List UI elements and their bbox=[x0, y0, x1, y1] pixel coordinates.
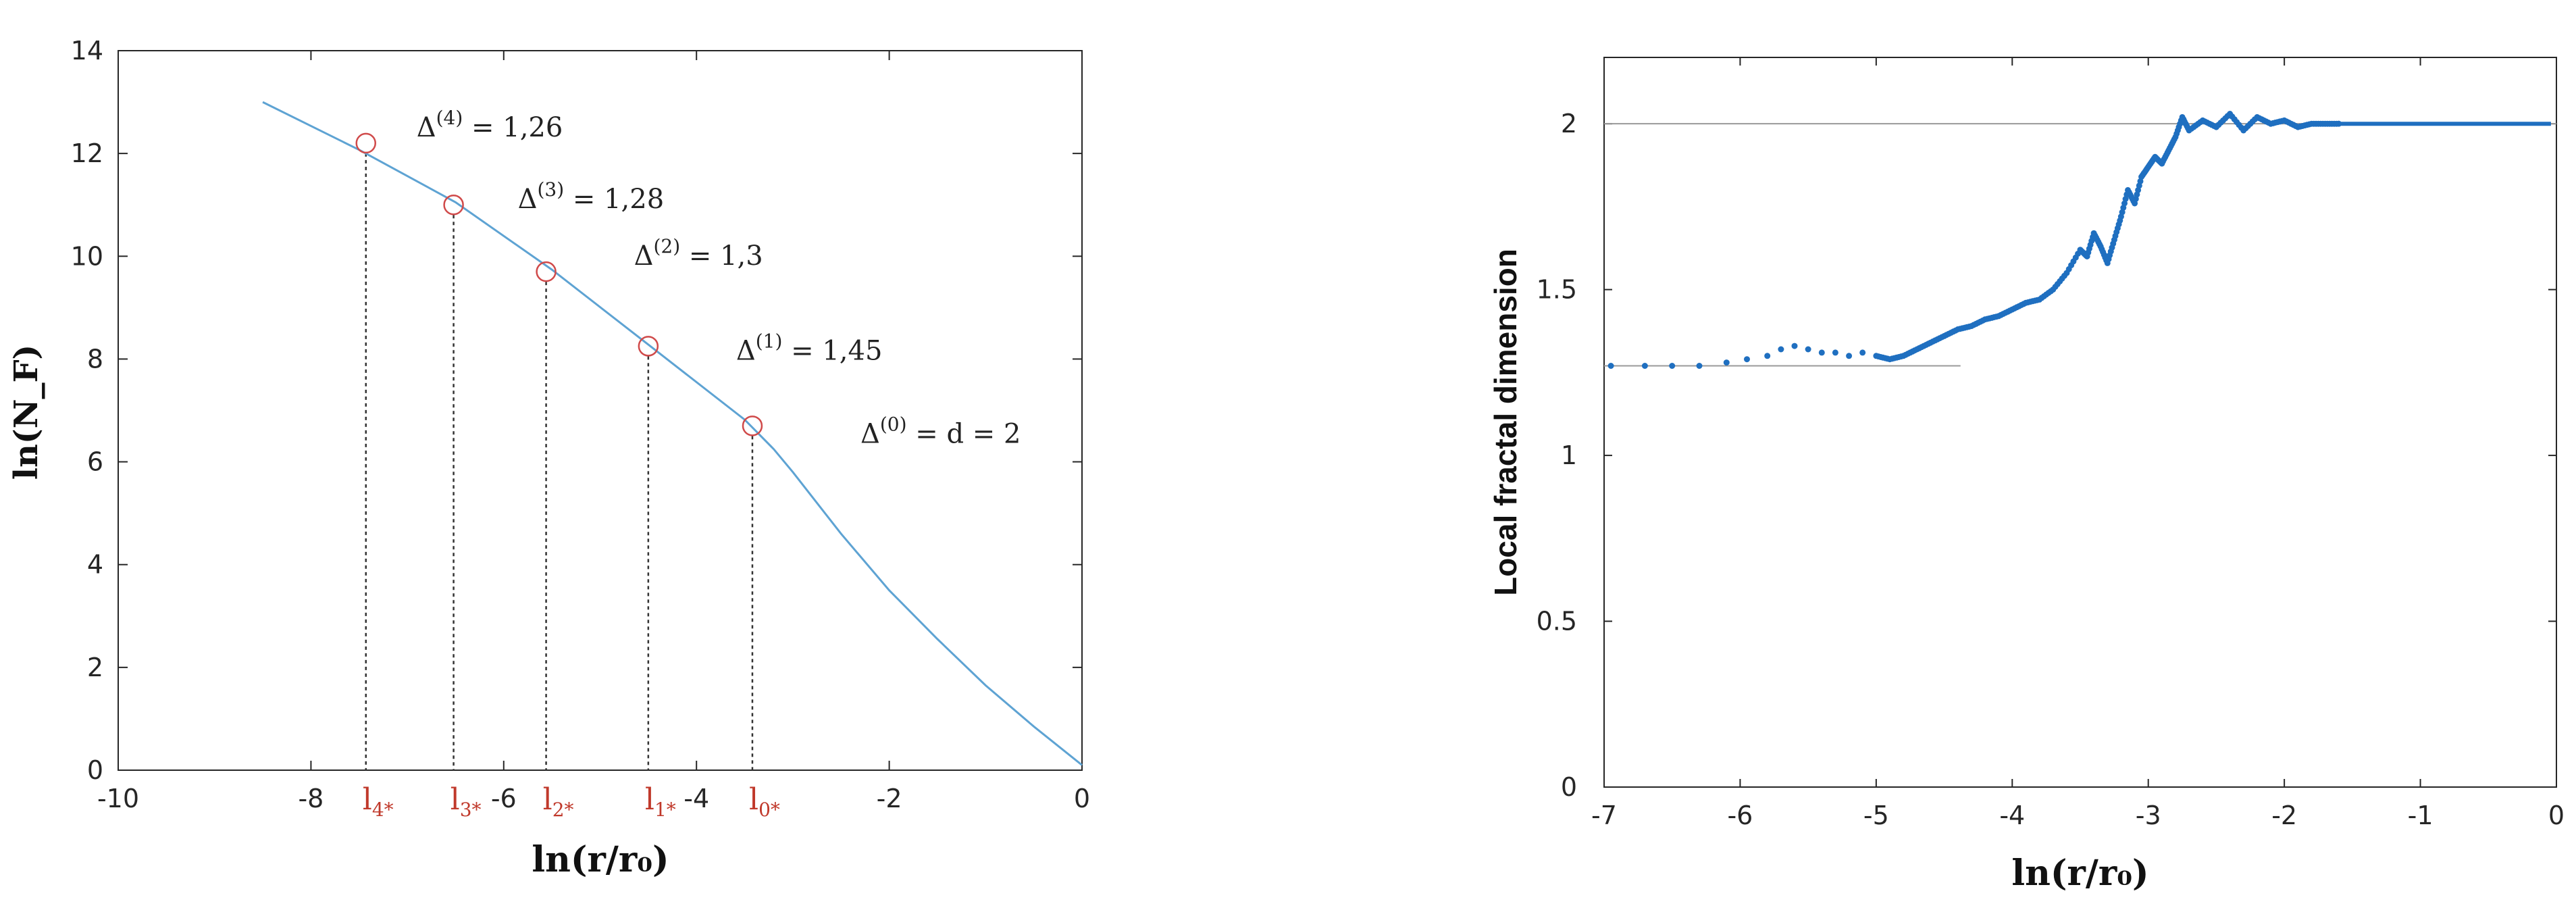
right-series-points bbox=[1607, 111, 2551, 369]
data-marker bbox=[355, 132, 376, 154]
x-tick-label: -6 bbox=[491, 784, 517, 813]
chart-right: -7 -6 -5 -4 -3 -2 -1 0 0 0.5 1 1.5 2 Local fractal … bbox=[1488, 57, 2565, 894]
x-tick-label: -10 bbox=[97, 784, 139, 813]
chart-left: -10 -8 -6 -4 -2 0 0 2 4 6 8 10 12 14 l4* l3* l2* l1* l0*… bbox=[7, 36, 1090, 880]
x-tick-label: -6 bbox=[1727, 801, 1753, 830]
x-tick-label: -2 bbox=[877, 784, 902, 813]
data-marker bbox=[443, 194, 464, 216]
data-marker bbox=[536, 261, 557, 282]
left-plot-frame bbox=[118, 50, 1083, 771]
data-point bbox=[1607, 363, 1614, 369]
right-plot-frame bbox=[1603, 57, 2557, 788]
delta-annotation: Δ(3) = 1,28 bbox=[518, 178, 665, 215]
y-tick-label: 1 bbox=[1561, 440, 1577, 470]
right-reference-lines bbox=[1604, 123, 2556, 367]
right-x-tick-labels: -7 -6 -5 -4 -3 -2 -1 0 bbox=[1591, 801, 2565, 830]
data-point bbox=[1778, 346, 1784, 353]
delta-annotation: Δ(4) = 1,26 bbox=[417, 107, 563, 143]
left-markers bbox=[355, 132, 763, 436]
data-point bbox=[1641, 363, 1648, 369]
left-y-tick-labels: 0 2 4 6 8 10 12 14 bbox=[71, 36, 103, 785]
l-label: l1* bbox=[645, 782, 676, 821]
y-tick-label: 0 bbox=[1561, 772, 1577, 802]
l-label: l2* bbox=[543, 782, 574, 821]
left-drop-lines bbox=[365, 153, 754, 770]
y-tick-label: 8 bbox=[87, 344, 103, 374]
y-tick-label: 0.5 bbox=[1537, 607, 1577, 636]
left-x-tick-labels: -10 -8 -6 -4 -2 0 bbox=[97, 784, 1090, 813]
x-tick-label: 0 bbox=[2548, 801, 2565, 830]
data-point bbox=[1818, 349, 1825, 356]
data-point bbox=[1805, 346, 1811, 353]
left-inner-ticks bbox=[118, 50, 1083, 771]
right-inner-ticks bbox=[1603, 57, 2557, 788]
l-label: l3* bbox=[450, 782, 482, 821]
y-tick-label: 4 bbox=[87, 550, 103, 580]
l-label: l0* bbox=[749, 782, 780, 821]
x-tick-label: -1 bbox=[2408, 801, 2433, 830]
delta-annotation: Δ(2) = 1,3 bbox=[634, 235, 763, 272]
right-y-axis-label: Local fractal dimension bbox=[1488, 249, 1523, 596]
data-point bbox=[1846, 353, 1853, 359]
left-y-axis-label: ln(N_F) bbox=[7, 345, 45, 480]
y-tick-label: 2 bbox=[1561, 109, 1577, 138]
right-x-axis-label: ln(r/r₀) bbox=[2011, 853, 2148, 894]
x-tick-label: -3 bbox=[2136, 801, 2161, 830]
right-y-tick-labels: 0 0.5 1 1.5 2 bbox=[1537, 109, 1577, 802]
x-tick-label: -4 bbox=[684, 784, 709, 813]
x-tick-label: 0 bbox=[1074, 784, 1090, 813]
x-tick-label: -7 bbox=[1591, 801, 1617, 830]
y-tick-label: 0 bbox=[87, 755, 103, 785]
data-point bbox=[1723, 359, 1730, 366]
left-x-axis-label: ln(r/r₀) bbox=[532, 839, 669, 880]
data-point bbox=[1669, 363, 1676, 369]
x-tick-label: -2 bbox=[2271, 801, 2297, 830]
delta-annotation: Δ(1) = 1,45 bbox=[736, 330, 883, 366]
data-point bbox=[1791, 343, 1798, 349]
delta-annotation: Δ(0) = d = 2 bbox=[860, 413, 1021, 449]
l-label: l4* bbox=[363, 782, 394, 821]
data-marker bbox=[742, 415, 763, 436]
data-point bbox=[1696, 363, 1703, 369]
left-l-labels: l4* l3* l2* l1* l0* bbox=[363, 782, 780, 821]
y-tick-label: 10 bbox=[71, 241, 103, 271]
data-marker bbox=[638, 336, 659, 357]
y-tick-label: 14 bbox=[71, 36, 103, 66]
x-tick-label: -5 bbox=[1863, 801, 1889, 830]
x-tick-label: -8 bbox=[298, 784, 324, 813]
y-tick-label: 12 bbox=[71, 138, 103, 168]
y-tick-label: 1.5 bbox=[1537, 275, 1577, 305]
y-tick-label: 2 bbox=[87, 653, 103, 682]
x-tick-label: -4 bbox=[1999, 801, 2025, 830]
y-tick-label: 6 bbox=[87, 447, 103, 477]
left-annotations: Δ(4) = 1,26 Δ(3) = 1,28 Δ(2) = 1,3 Δ(1) = 1… bbox=[417, 107, 1021, 449]
left-series-line bbox=[262, 101, 1083, 766]
data-point bbox=[1764, 353, 1771, 359]
data-point bbox=[1859, 349, 1866, 356]
data-point bbox=[1832, 349, 1838, 356]
data-point bbox=[1744, 356, 1750, 363]
